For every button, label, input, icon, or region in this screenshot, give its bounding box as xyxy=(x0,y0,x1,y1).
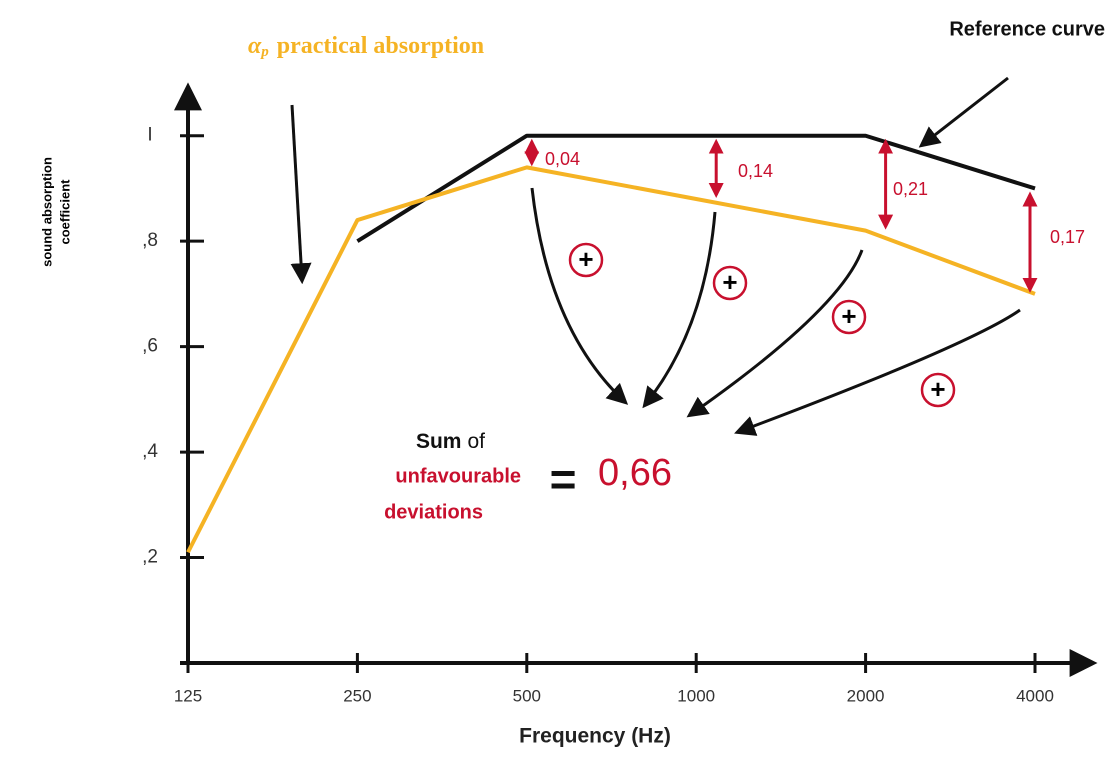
plus-circle xyxy=(712,265,748,301)
sum-line3: deviations xyxy=(384,501,483,523)
y-axis-label-line: sound absorption xyxy=(39,157,54,267)
y-tick-label: I xyxy=(147,125,152,146)
curved-arrow xyxy=(734,308,1021,436)
curved-arrow xyxy=(530,187,629,405)
deviation-label: 0,14 xyxy=(738,161,773,181)
subscript: p xyxy=(259,44,269,60)
y-tick-label: ,4 xyxy=(142,441,158,462)
symbol: α xyxy=(248,33,262,59)
deviation-label: 0,04 xyxy=(545,149,580,169)
plus-circle xyxy=(568,242,604,278)
curved-arrow xyxy=(686,249,864,418)
pointer-arrow xyxy=(290,104,312,285)
x-tick-label: 4000 xyxy=(1016,686,1054,705)
x-tick-label: 2000 xyxy=(847,686,885,705)
y-tick-label: ,2 xyxy=(142,547,158,568)
pointer-arrow xyxy=(918,76,1009,148)
sum-annotation: Sum of unfavourable deviations = 0,66 xyxy=(384,430,672,524)
plus-circle xyxy=(920,372,956,408)
x-tick-label: 1000 xyxy=(677,686,715,705)
sum-value: 0,66 xyxy=(598,452,672,494)
axes xyxy=(174,82,1098,677)
equals: = xyxy=(550,453,577,505)
sum-line2: unfavourable xyxy=(395,465,521,487)
series-line xyxy=(356,133,1036,243)
plus-circle xyxy=(831,299,867,335)
series-name: practical absorption xyxy=(277,33,484,59)
deviation-label: 0,17 xyxy=(1050,227,1085,247)
series-label: Reference curve xyxy=(949,18,1105,40)
plus: + xyxy=(930,374,945,404)
deviation-label: 0,21 xyxy=(893,179,928,199)
y-tick-label: ,6 xyxy=(142,336,158,357)
y-axis-label: sound absorption coefficient xyxy=(39,157,72,267)
x-tick-label: 125 xyxy=(174,686,202,705)
plus: + xyxy=(578,244,593,274)
plus: + xyxy=(841,301,856,331)
x-tick-label: 250 xyxy=(343,686,371,705)
x-axis-label: Frequency (Hz) xyxy=(519,725,671,748)
sum-word: Sum xyxy=(416,430,462,453)
y-tick-label: ,8 xyxy=(142,230,158,251)
plus: + xyxy=(722,267,737,297)
x-tick-label: 500 xyxy=(513,686,541,705)
sum-of: of xyxy=(467,430,485,453)
series-label: αp practical absorption xyxy=(248,33,484,61)
series-line xyxy=(186,165,1036,554)
plus-signs: + + + + xyxy=(568,242,956,408)
curved-arrow xyxy=(642,211,717,409)
sum-arrows xyxy=(530,187,1021,436)
sum-line1: Sum of xyxy=(416,430,485,453)
y-axis-label-line: coefficient xyxy=(57,179,72,245)
